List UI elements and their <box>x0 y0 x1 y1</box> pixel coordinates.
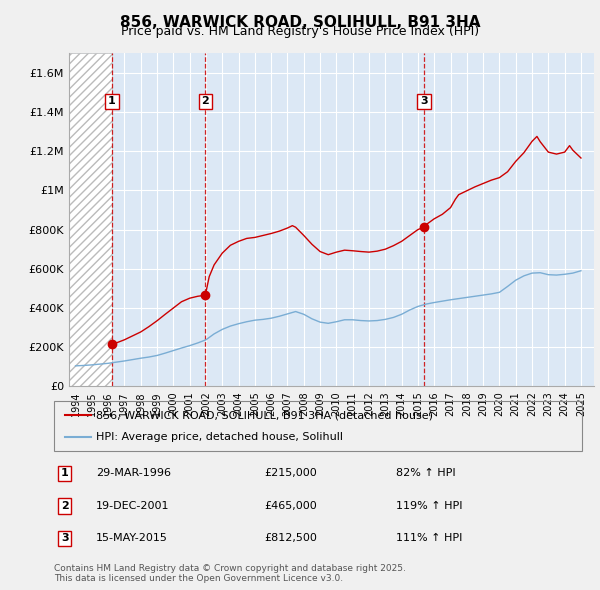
Text: £812,500: £812,500 <box>264 533 317 543</box>
Text: Contains HM Land Registry data © Crown copyright and database right 2025.
This d: Contains HM Land Registry data © Crown c… <box>54 563 406 583</box>
Text: 3: 3 <box>61 533 68 543</box>
Text: 111% ↑ HPI: 111% ↑ HPI <box>396 533 463 543</box>
Text: Price paid vs. HM Land Registry's House Price Index (HPI): Price paid vs. HM Land Registry's House … <box>121 25 479 38</box>
Text: 15-MAY-2015: 15-MAY-2015 <box>96 533 168 543</box>
Text: 1: 1 <box>61 468 68 478</box>
Text: 19-DEC-2001: 19-DEC-2001 <box>96 501 170 511</box>
Text: 2: 2 <box>61 501 68 511</box>
Text: 856, WARWICK ROAD, SOLIHULL, B91 3HA: 856, WARWICK ROAD, SOLIHULL, B91 3HA <box>120 15 480 30</box>
Bar <box>69 53 112 386</box>
Text: 2: 2 <box>202 96 209 106</box>
Text: 3: 3 <box>420 96 428 106</box>
Text: HPI: Average price, detached house, Solihull: HPI: Average price, detached house, Soli… <box>96 432 343 442</box>
Text: 856, WARWICK ROAD, SOLIHULL, B91 3HA (detached house): 856, WARWICK ROAD, SOLIHULL, B91 3HA (de… <box>96 410 433 420</box>
Text: 82% ↑ HPI: 82% ↑ HPI <box>396 468 455 478</box>
Text: £215,000: £215,000 <box>264 468 317 478</box>
Text: 29-MAR-1996: 29-MAR-1996 <box>96 468 171 478</box>
Text: 1: 1 <box>108 96 116 106</box>
Text: 119% ↑ HPI: 119% ↑ HPI <box>396 501 463 511</box>
Text: £465,000: £465,000 <box>264 501 317 511</box>
